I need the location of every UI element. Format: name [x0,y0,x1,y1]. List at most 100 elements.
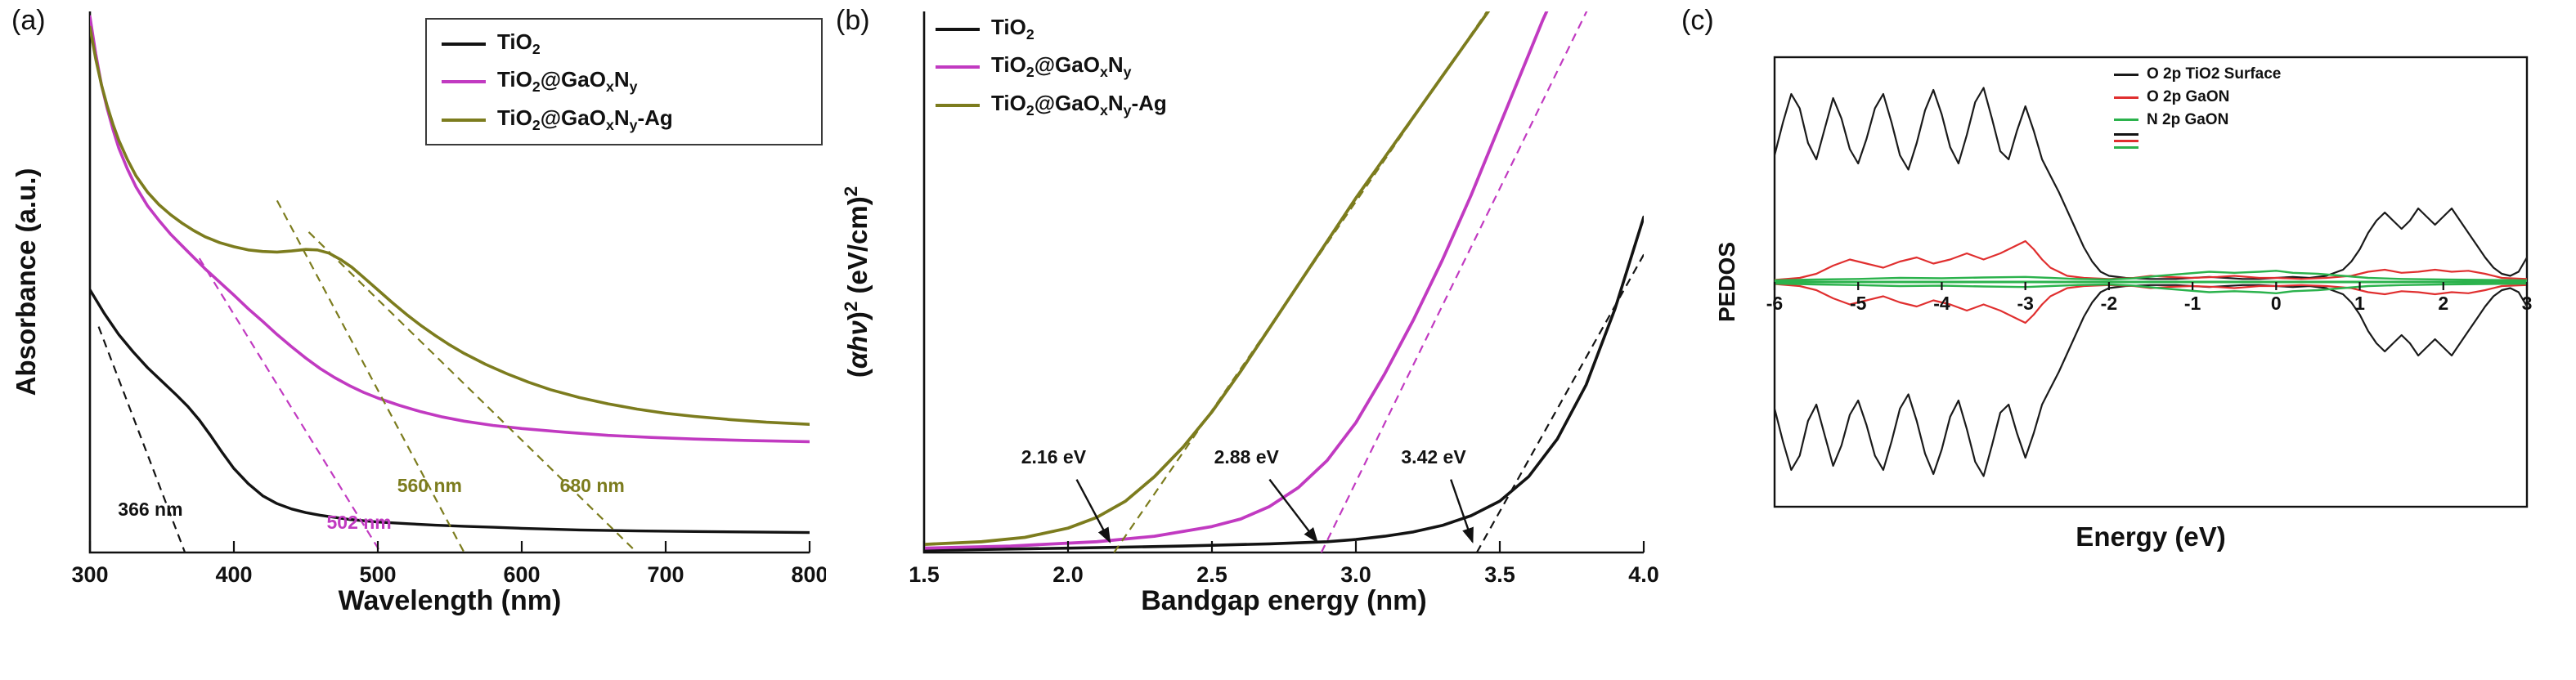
absorbance-chart: 300 400 500 600 700 800 366 nm 502 nm 560 nm 680 … [71,11,826,587]
guide-line [198,257,382,552]
guide-line [1475,253,1644,552]
series-tio2 [90,288,810,535]
legend-label: TiO2@GaOxNy-Ag [497,105,673,133]
annotation-label: 2.88 eV [1214,446,1280,468]
panel-absorbance: 300 400 500 600 700 800 366 nm 502 nm 560 nm 680 … [0,0,826,680]
series-o2p-gaon [1775,239,2527,281]
legend-item: TiO2 [442,29,806,58]
guide-line [307,231,638,552]
x-tick-label: 3.0 [1340,562,1371,587]
legend-label: TiO2@GaOxNy [991,52,1132,81]
legend-line-swatch [2114,133,2138,136]
panel-c-legend: O 2p TiO2 Surface O 2p GaON N 2p GaON [2114,65,2281,150]
guide-line [1113,11,1488,552]
legend-item [2114,140,2281,143]
annotation-label: 680 nm [560,475,625,496]
panel-b-tag: (b) [836,5,870,36]
legend-line-swatch [2114,96,2138,99]
legend-item: TiO2 [936,15,1167,43]
series-tio2-gaoxny-ag [90,25,810,427]
annotation-label: 502 nm [326,512,391,533]
legend-item: TiO2@GaOxNy [442,67,806,96]
panel-b-ylabel: (αhν)2 (eV/cm)2 [841,186,873,378]
annotation-arrow [1075,479,1111,544]
x-tick-label: 500 [359,562,396,587]
x-tick-label: 700 [647,562,684,587]
x-tick-label: -6 [1766,293,1783,314]
x-tick-label: 300 [71,562,108,587]
legend-line-swatch [442,80,486,84]
series-tio2 [924,215,1644,552]
series-tio2-gaoxny [924,11,1549,550]
panel-b-legend: TiO2 TiO2@GaOxNy TiO2@GaOxNy-Ag [936,15,1167,119]
tauc-chart: 1.5 2.0 2.5 3.0 3.5 4.0 2.16 eV 2.88 eV 3.42 eV [909,11,1659,587]
legend-line-swatch [2114,119,2138,122]
x-tick-label: 3 [2522,293,2533,314]
panel-c-tag: (c) [1681,5,1714,36]
annotation-label: 366 nm [118,499,182,520]
panel-pedos: -6 -5 -4 -3 -2 -1 0 1 2 3 (c) Energy (eV) PEDOS O… [1676,0,2576,680]
panel-a-xlabel: Wavelength (nm) [338,585,562,616]
x-tick-label: 800 [791,562,826,587]
legend-item: N 2p GaON [2114,111,2281,130]
pedos-chart: -6 -5 -4 -3 -2 -1 0 1 2 3 [1766,56,2533,508]
legend-line-swatch [936,65,980,69]
series-o2p-tio2-surface [1775,87,2527,280]
legend-item [2114,133,2281,136]
legend-label: TiO2@GaOxNy [497,67,638,96]
guide-line [276,199,465,552]
legend-label: TiO2 [497,29,541,58]
x-tick-label: -1 [2184,293,2201,314]
legend-line-swatch [936,103,980,107]
panel-c-ylabel: PEDOS [1714,241,1739,323]
guide-line [97,326,186,552]
x-tick-label: -4 [1933,293,1950,314]
series-o2p-tio2-surface-spin-down [1775,284,2527,477]
legend-item: TiO2@GaOxNy-Ag [442,105,806,134]
legend-label: O 2p GaON [2147,87,2230,105]
x-tick-label: 600 [503,562,540,587]
x-tick-label: -2 [2101,293,2117,314]
panel-a-ylabel: Absorbance (a.u.) [11,168,41,396]
x-tick-label: 1.5 [909,562,940,587]
x-tick-label: -5 [1850,293,1867,314]
annotation-arrow [1268,478,1318,544]
legend-line-swatch [442,118,486,122]
panel-a-tag: (a) [11,5,46,36]
legend-item: TiO2@GaOxNy-Ag [936,91,1167,119]
panel-tauc-plot: 1.5 2.0 2.5 3.0 3.5 4.0 2.16 eV 2.88 eV 3.42 eV … [826,0,1676,680]
guide-line [1320,11,1588,552]
series-o2p-gaon-spin-down [1775,283,2527,324]
annotation-label: 2.16 eV [1021,446,1087,468]
x-tick-label: 2 [2438,293,2448,314]
legend-line-swatch [936,27,980,31]
series-tio2-gaoxny [90,15,810,444]
panel-c-xlabel: Energy (eV) [2076,521,2226,552]
legend-line-swatch [2114,73,2138,76]
legend-label: TiO2@GaOxNy-Ag [991,90,1167,119]
legend-line-swatch [442,42,486,46]
legend-item: O 2p GaON [2114,88,2281,107]
annotation-arrow [1450,479,1474,544]
x-tick-label: 2.0 [1052,562,1084,587]
legend-label: O 2p TiO2 Surface [2147,65,2282,83]
legend-label: TiO2 [991,15,1034,43]
panel-a-legend: TiO2 TiO2@GaOxNy TiO2@GaOxNy-Ag [425,18,823,146]
legend-item: O 2p TiO2 Surface [2114,65,2281,84]
annotation-label: 560 nm [397,475,462,496]
x-tick-label: 4.0 [1628,562,1659,587]
legend-item: TiO2@GaOxNy [936,52,1167,81]
legend-line-swatch [2114,140,2138,143]
x-tick-label: 0 [2271,293,2282,314]
x-tick-label: 1 [2354,293,2365,314]
x-tick-label: 3.5 [1484,562,1515,587]
annotation-label: 3.42 eV [1401,446,1466,468]
series-n2p-gaon [1775,270,2527,282]
legend-line-swatch [2114,146,2138,150]
x-tick-label: -3 [2017,293,2033,314]
legend-label: N 2p GaON [2147,110,2229,128]
x-tick-label: 400 [215,562,252,587]
legend-item [2114,146,2281,150]
x-tick-label: 2.5 [1196,562,1227,587]
